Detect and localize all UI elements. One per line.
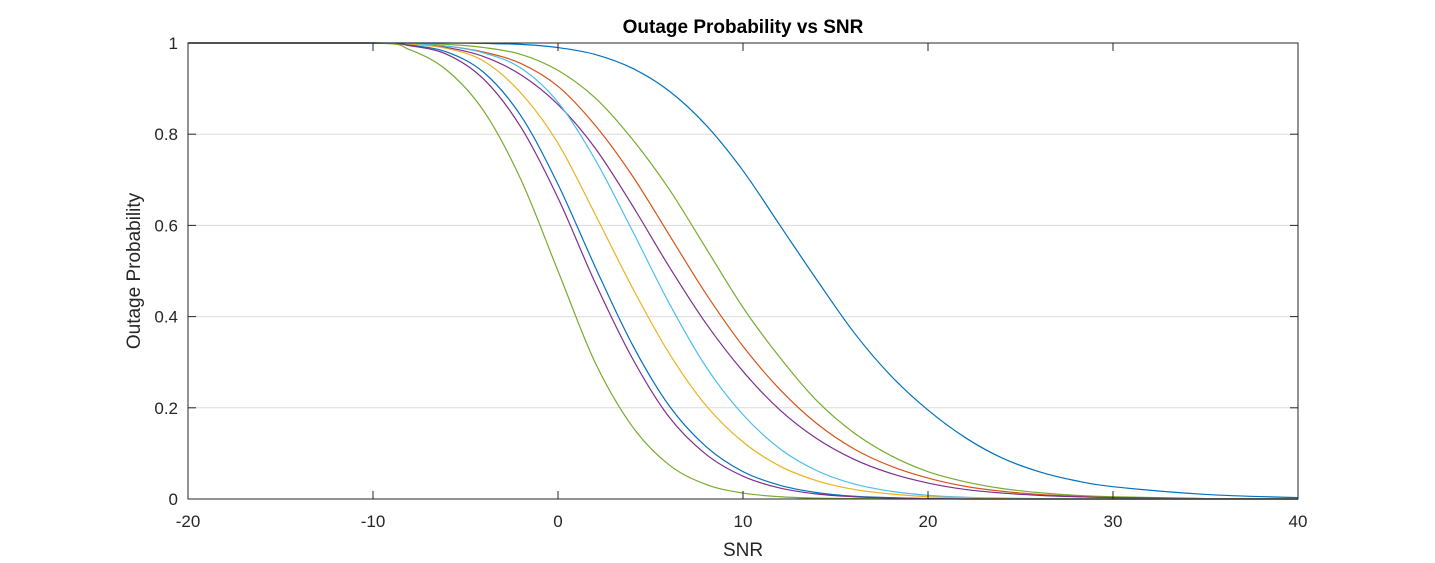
y-tick-label: 0.6 xyxy=(154,216,178,235)
y-tick-label: 0.8 xyxy=(154,125,178,144)
series-line-2 xyxy=(187,42,1299,500)
chart-title: Outage Probability vs SNR xyxy=(623,17,864,38)
y-tick-label: 0 xyxy=(169,490,178,509)
x-tick-label: 40 xyxy=(1289,512,1308,531)
x-tick-label: 0 xyxy=(553,512,562,531)
x-tick-label: 20 xyxy=(919,512,938,531)
x-axis-label: SNR xyxy=(723,540,763,561)
y-tick-label: 0.4 xyxy=(154,308,178,327)
y-tick-label: 1 xyxy=(169,34,178,53)
y-tick-label: 0.2 xyxy=(154,399,178,418)
x-tick-label: 10 xyxy=(734,512,753,531)
x-tick-label: 30 xyxy=(1104,512,1123,531)
y-axis-label: Outage Probability xyxy=(124,192,145,349)
x-tick-label: -20 xyxy=(176,512,201,531)
grid-layer xyxy=(188,133,1298,409)
tick-layer: 0 0.2 0.4 0.6 0.8 1 -20 -10 0 10 20 30 40 xyxy=(154,34,1307,531)
series-line-4 xyxy=(187,42,1299,500)
x-tick-label: -10 xyxy=(361,512,386,531)
